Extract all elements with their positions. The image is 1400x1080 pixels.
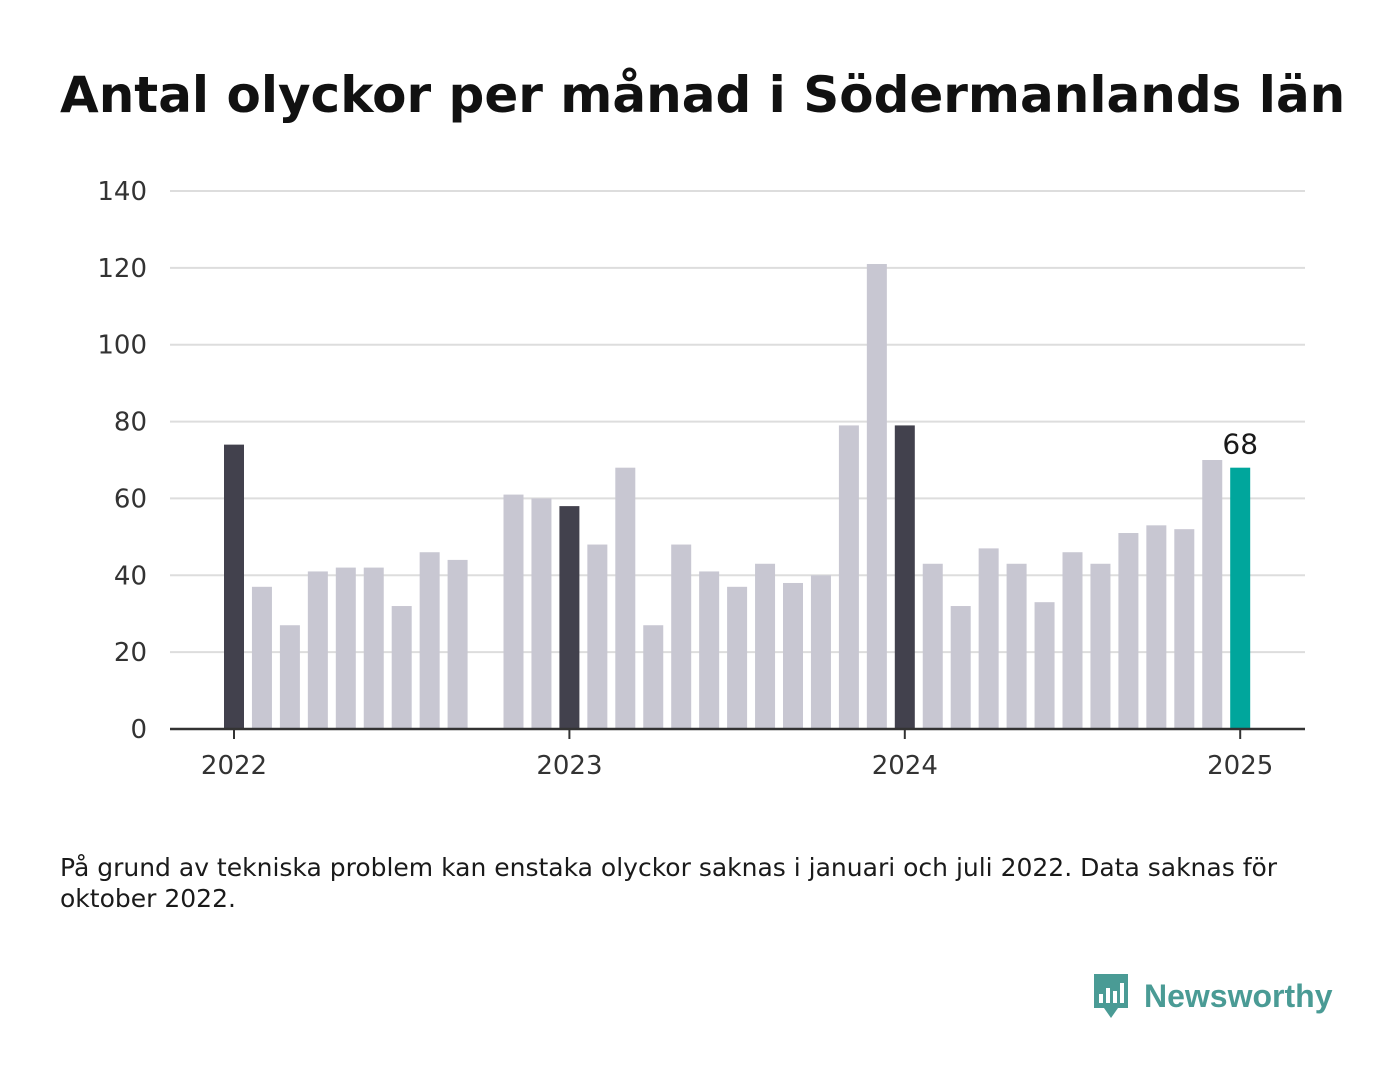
bar-2023-11 xyxy=(838,425,859,729)
bar-2023-12 xyxy=(866,264,887,729)
gridlines xyxy=(170,190,1305,654)
bar-2024-09 xyxy=(1118,533,1139,729)
data-label-latest: 68 xyxy=(1222,428,1258,461)
bar-2024-04 xyxy=(978,548,999,729)
x-axis-ticks: 2022 2023 2024 2025 xyxy=(201,729,1273,781)
x-tick-label: 2022 xyxy=(201,751,267,781)
bar-2023-01 xyxy=(559,506,580,729)
bars xyxy=(224,264,1251,729)
bar-2024-01 xyxy=(894,425,915,729)
bar-2023-08 xyxy=(755,563,776,729)
y-tick-label: 40 xyxy=(114,561,147,591)
bar-2022-07 xyxy=(391,606,412,729)
bar-2022-02 xyxy=(251,586,272,729)
x-tick-label: 2025 xyxy=(1207,751,1273,781)
bar-2024-05 xyxy=(1006,563,1027,729)
y-tick-label: 140 xyxy=(97,177,147,207)
data-labels: 68 xyxy=(1222,428,1258,461)
y-tick-label: 120 xyxy=(97,254,147,284)
y-tick-label: 0 xyxy=(130,715,147,745)
bar-2022-08 xyxy=(419,552,440,729)
bar-2022-04 xyxy=(307,571,328,729)
brand-name: Newsworthy xyxy=(1144,977,1333,1014)
bar-2024-03 xyxy=(950,606,971,729)
bar-2024-06 xyxy=(1034,602,1055,729)
bar-2023-05 xyxy=(671,544,692,729)
footnote: På grund av tekniska problem kan enstaka… xyxy=(60,853,1278,913)
bar-2024-07 xyxy=(1062,552,1083,729)
bar-2022-09 xyxy=(447,559,468,729)
bar-2023-09 xyxy=(783,582,803,729)
y-tick-label: 60 xyxy=(114,484,147,514)
bar-2024-12 xyxy=(1202,460,1223,729)
x-tick-label: 2023 xyxy=(536,751,602,781)
bar-2022-05 xyxy=(335,567,356,729)
bar-2024-11 xyxy=(1174,529,1195,729)
chart-title: Antal olyckor per månad i Södermanlands … xyxy=(60,66,1346,124)
brand-logo[interactable]: Newsworthy xyxy=(1090,970,1332,1022)
y-tick-label: 100 xyxy=(97,331,147,361)
x-tick-label: 2024 xyxy=(872,751,938,781)
bar-2023-02 xyxy=(587,544,608,729)
bar-2023-04 xyxy=(643,625,664,729)
bar-2022-11 xyxy=(503,494,524,729)
bar-2022-12 xyxy=(531,498,552,729)
bar-2023-07 xyxy=(727,586,748,729)
bar-chart: 0 20 40 60 80 100 120 140 2022 2023 2024 2025 68 xyxy=(97,177,1305,781)
bar-2022-06 xyxy=(363,567,384,729)
bar-2025-01 xyxy=(1230,467,1251,729)
bar-2023-03 xyxy=(615,467,636,729)
bar-2024-10 xyxy=(1146,525,1167,729)
bar-2024-02 xyxy=(922,563,943,729)
bar-2022-03 xyxy=(279,625,300,729)
bar-2023-06 xyxy=(699,571,720,729)
bar-2023-10 xyxy=(810,575,831,729)
bar-2022-01 xyxy=(224,444,244,729)
y-axis-ticks: 0 20 40 60 80 100 120 140 xyxy=(97,177,147,745)
y-tick-label: 20 xyxy=(114,638,147,668)
bar-2024-08 xyxy=(1090,563,1111,729)
newsworthy-logo-icon xyxy=(1094,974,1128,1018)
y-tick-label: 80 xyxy=(114,408,147,438)
